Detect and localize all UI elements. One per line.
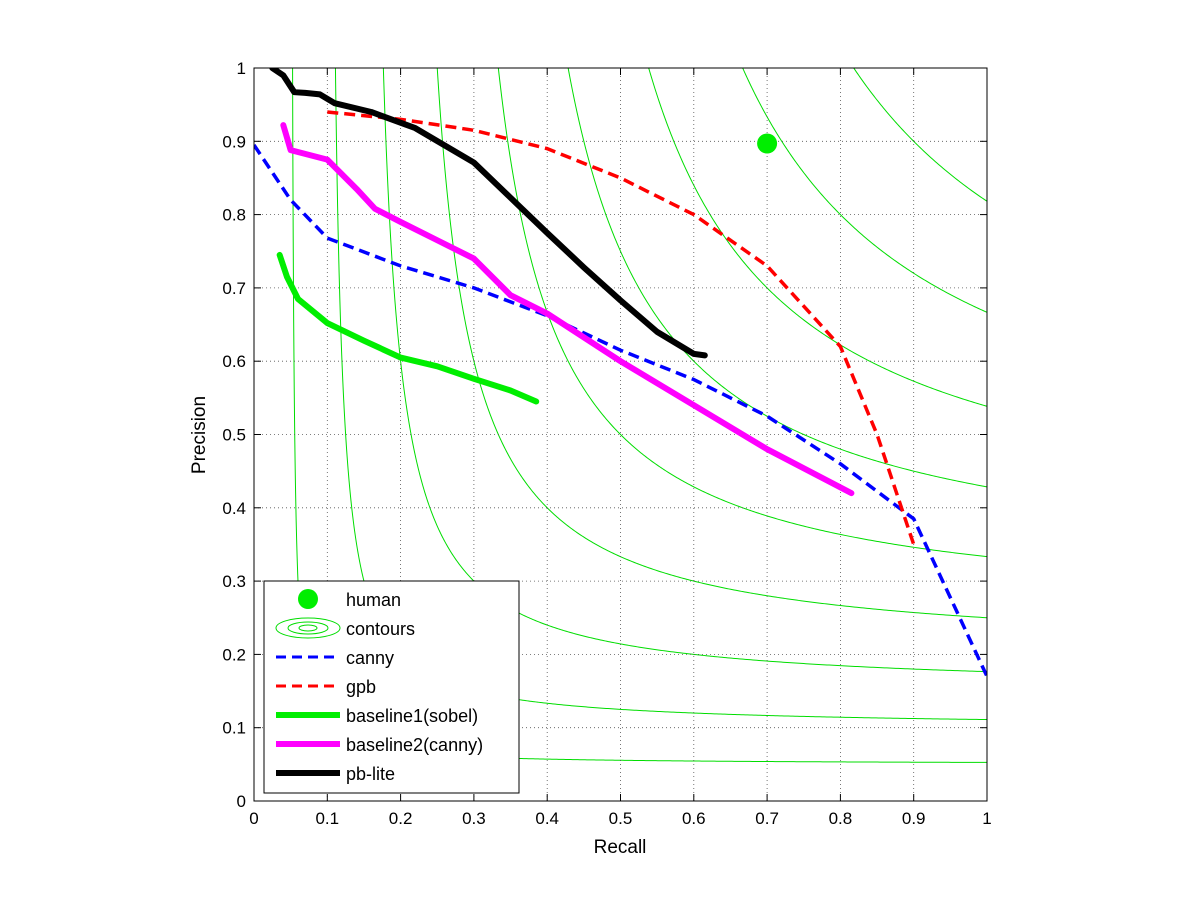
- legend-contours-marker: [275, 617, 341, 639]
- series-line-baseline2-canny-: [280, 122, 855, 497]
- y-tick-label: 0.5: [222, 426, 246, 445]
- y-tick-label: 0.4: [222, 499, 246, 518]
- y-tick-label: 1: [237, 59, 246, 78]
- legend-label-baseline1: baseline1(sobel): [346, 706, 478, 726]
- y-tick-label: 0.3: [222, 572, 246, 591]
- x-tick-label: 0.4: [535, 809, 559, 828]
- y-tick-label: 0.8: [222, 206, 246, 225]
- x-tick-label: 0: [249, 809, 258, 828]
- y-tick-label: 0.2: [222, 645, 246, 664]
- x-tick-label: 0.5: [609, 809, 633, 828]
- legend-label-baseline2: baseline2(canny): [346, 735, 483, 755]
- legend-human-marker: [298, 589, 318, 609]
- x-tick-label: 0.7: [755, 809, 779, 828]
- legend-label-canny: canny: [346, 648, 394, 668]
- x-tick-label: 0.2: [389, 809, 413, 828]
- series-layer: [254, 68, 987, 678]
- series-line-pb-lite: [269, 68, 708, 359]
- contour-f-0.5: [497, 68, 987, 558]
- y-tick-label: 0.1: [222, 719, 246, 738]
- legend-label-pblite: pb-lite: [346, 764, 395, 784]
- x-tick-label: 1: [982, 809, 991, 828]
- x-axis-label: Recall: [594, 837, 647, 858]
- human-point: [757, 133, 778, 154]
- legend: human contours canny gpb baseline1(sobel…: [263, 580, 520, 794]
- x-tick-label: 0.1: [315, 809, 339, 828]
- x-tick-label: 0.6: [682, 809, 706, 828]
- x-tick-label: 0.3: [462, 809, 486, 828]
- contour-f-0.6: [567, 68, 987, 488]
- y-axis-label: Precision: [189, 396, 210, 474]
- contour-f-0.7: [648, 68, 987, 407]
- legend-label-contours: contours: [346, 619, 415, 639]
- contour-f-0.8: [742, 68, 987, 313]
- x-tick-label: 0.9: [902, 809, 926, 828]
- legend-label-human: human: [346, 590, 401, 610]
- contour-f-0.9: [853, 68, 987, 202]
- x-tick-label: 0.8: [829, 809, 853, 828]
- y-tick-label: 0.6: [222, 352, 246, 371]
- legend-box: [263, 580, 520, 794]
- axis-ticks: 0 0.1 0.2 0.3 0.4 0.5 0.6 0.7 0.8 0.9 1 0 0.1 0.2 0.3 0…: [222, 59, 991, 828]
- human-layer: [757, 133, 778, 154]
- y-tick-label: 0.9: [222, 132, 246, 151]
- series-line-baseline1-sobel-: [276, 251, 540, 405]
- series-line-canny: [254, 143, 987, 678]
- series-line-gpb: [327, 110, 916, 546]
- contour-f-0.3: [382, 68, 987, 673]
- y-tick-label: 0.7: [222, 279, 246, 298]
- legend-label-gpb: gpb: [346, 677, 376, 697]
- y-tick-label: 0: [237, 792, 246, 811]
